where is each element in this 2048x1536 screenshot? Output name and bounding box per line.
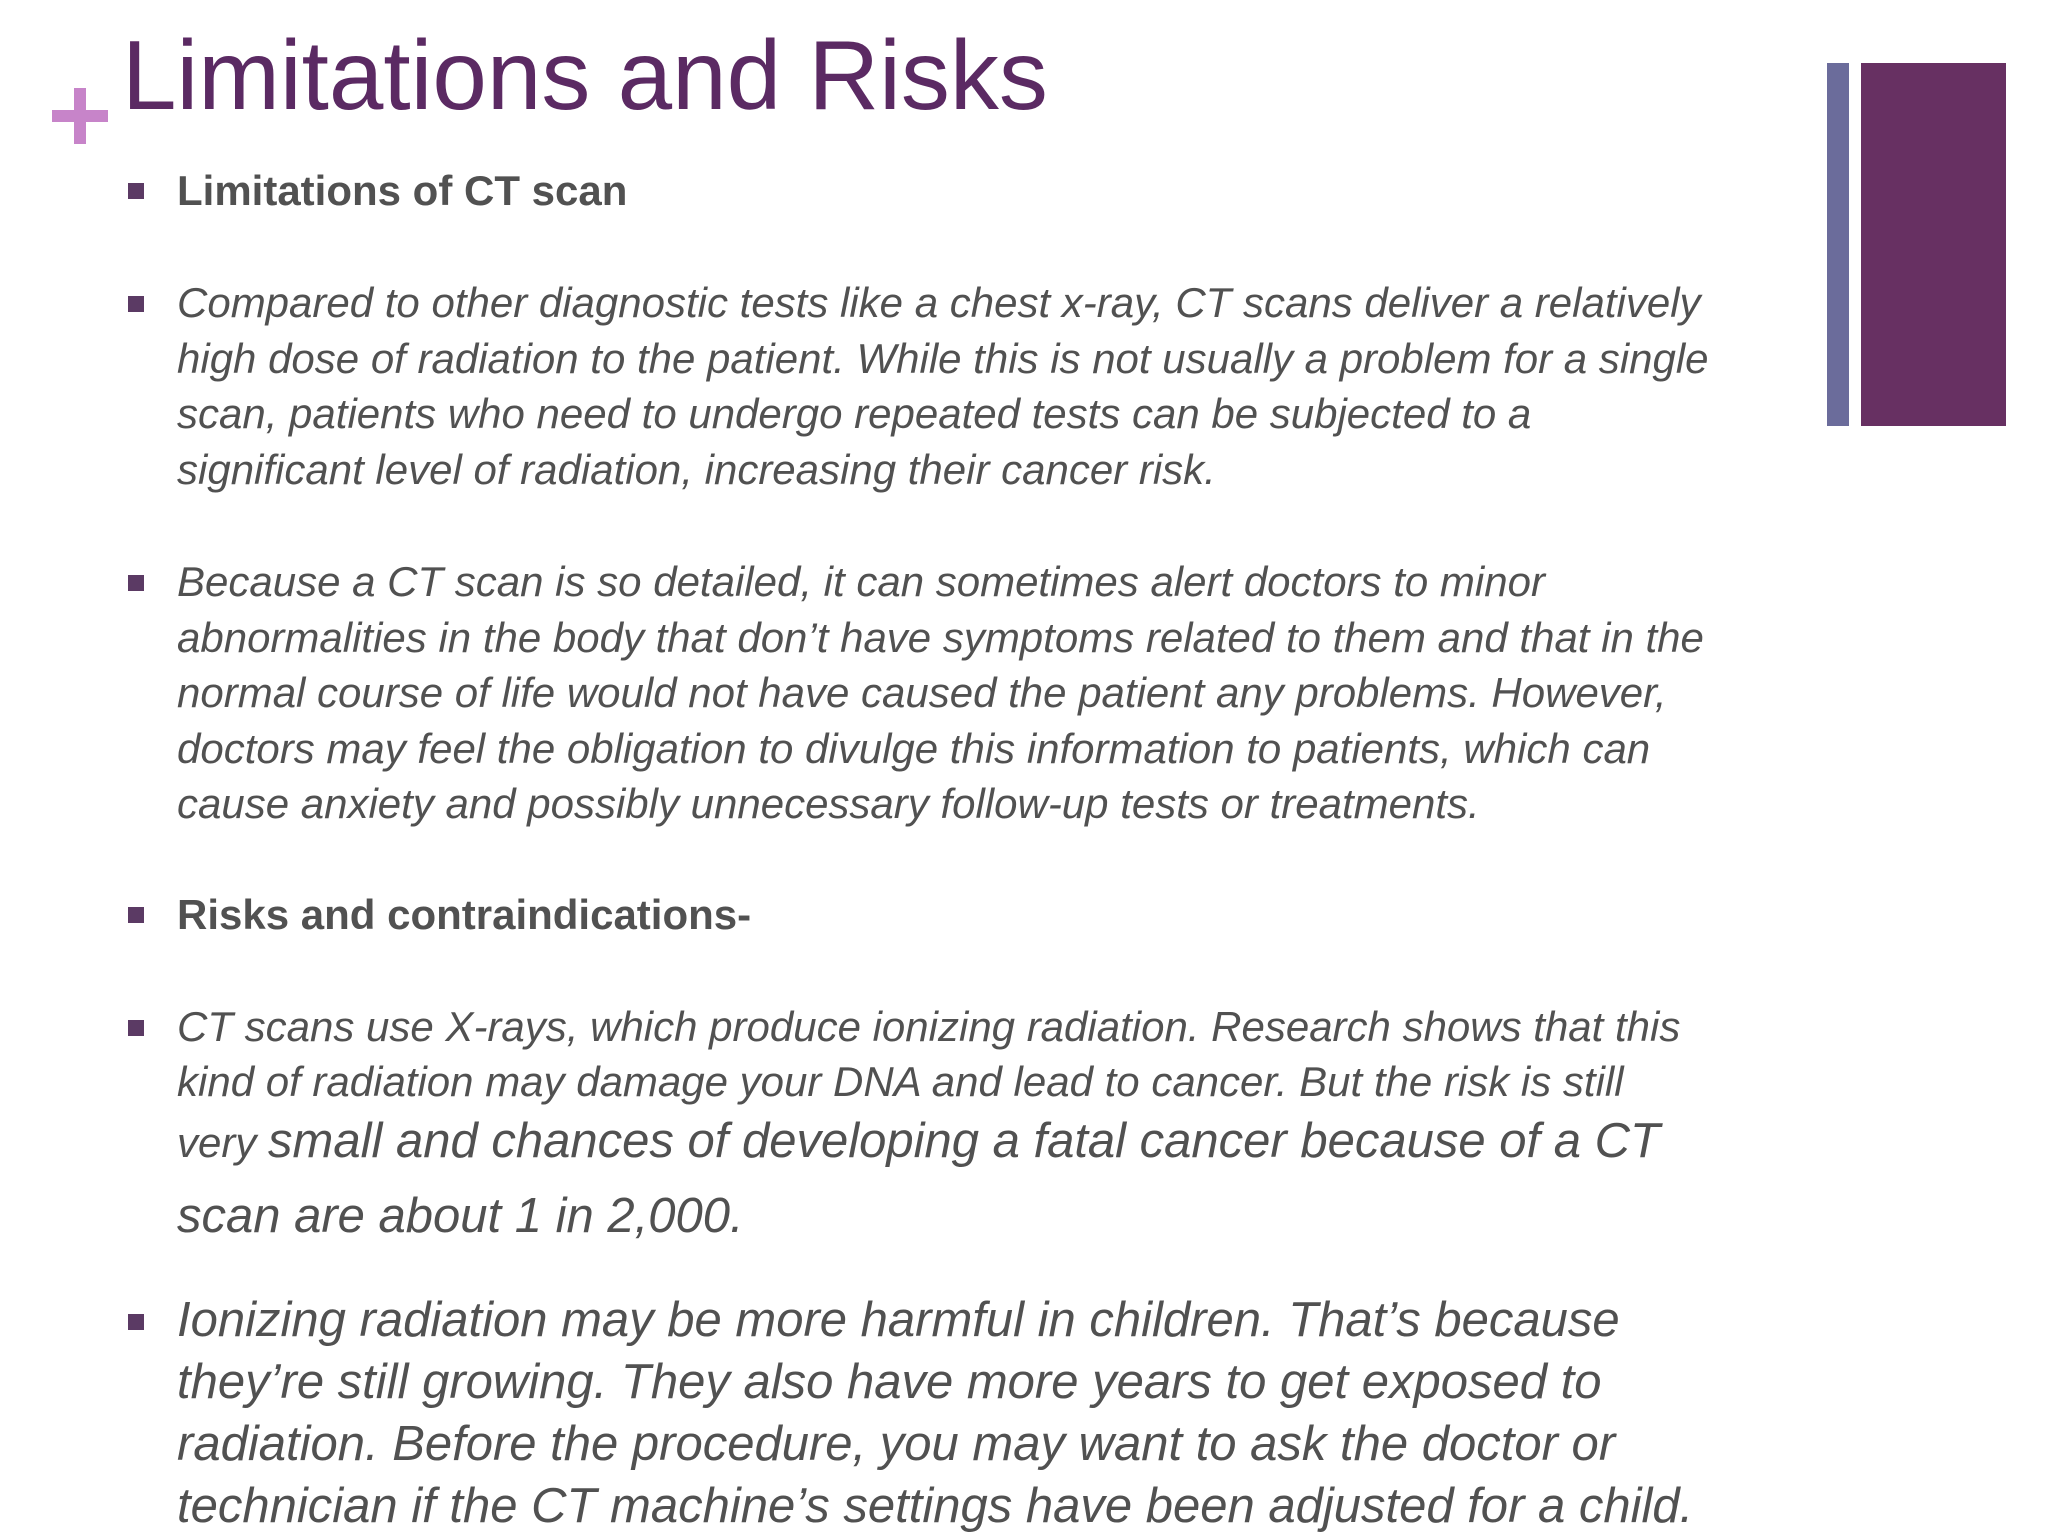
bullet-line: abnormalities in the body that don’t hav… (177, 613, 1704, 661)
bullet-marker (128, 296, 144, 312)
bullet-line: radiation. Before the procedure, you may… (177, 1417, 1616, 1471)
bullet-line: Ionizing radiation may be more harmful i… (177, 1293, 1620, 1347)
bullet-line: Compared to other diagnostic tests like … (177, 279, 1701, 326)
bullet-marker (128, 907, 144, 923)
bullet-marker (128, 183, 144, 199)
bullet-line: they’re still growing. They also have mo… (177, 1355, 1602, 1409)
bullet-heading: Risks and contraindications- (177, 887, 1868, 942)
bullet-line: high dose of radiation to the patient. W… (177, 334, 1709, 382)
bullet-marker (128, 1314, 144, 1330)
plus-icon (52, 88, 108, 144)
bullet-marker (128, 575, 144, 591)
bullet-text: CT scans use X-rays, which produce ioniz… (177, 999, 1868, 1247)
bullet-line: normal course of life would not have cau… (177, 669, 1667, 716)
bullet-line: very small and chances of developing a f… (177, 1109, 1868, 1185)
bullet-line: scan, patients who need to undergo repea… (177, 390, 1532, 437)
bullet-line: Risks and contraindications- (177, 891, 752, 938)
bullet-line: kind of radiation may damage your DNA an… (177, 1058, 1624, 1105)
accent-bar-thin (1827, 63, 1849, 426)
bullet-line: doctors may feel the obligation to divul… (177, 724, 1651, 772)
bullet-line: CT scans use X-rays, which produce ioniz… (177, 1003, 1681, 1050)
bullet-line: technician if the CT machine’s settings … (177, 1479, 1694, 1533)
bullet-line: Limitations of CT scan (177, 167, 628, 214)
bullet-line-part: very (177, 1119, 269, 1166)
bullet-line-part: small and chances of developing a fatal … (268, 1114, 1660, 1168)
bullet-line: significant level of radiation, increasi… (177, 445, 1216, 493)
bullet-text: Because a CT scan is so detailed, it can… (177, 554, 1868, 832)
bullet-marker (128, 1020, 144, 1036)
slide-title: Limitations and Risks (122, 20, 1048, 130)
bullet-heading: Limitations of CT scan (177, 163, 1868, 218)
bullet-text: Compared to other diagnostic tests like … (177, 275, 1868, 497)
bullet-line: scan are about 1 in 2,000. (177, 1189, 744, 1243)
bullet-text: Ionizing radiation may be more harmful i… (177, 1289, 1868, 1536)
bullet-line: Because a CT scan is so detailed, it can… (177, 558, 1545, 605)
bullet-line: cause anxiety and possibly unnecessary f… (177, 780, 1480, 827)
accent-bar-wide (1861, 63, 2006, 426)
